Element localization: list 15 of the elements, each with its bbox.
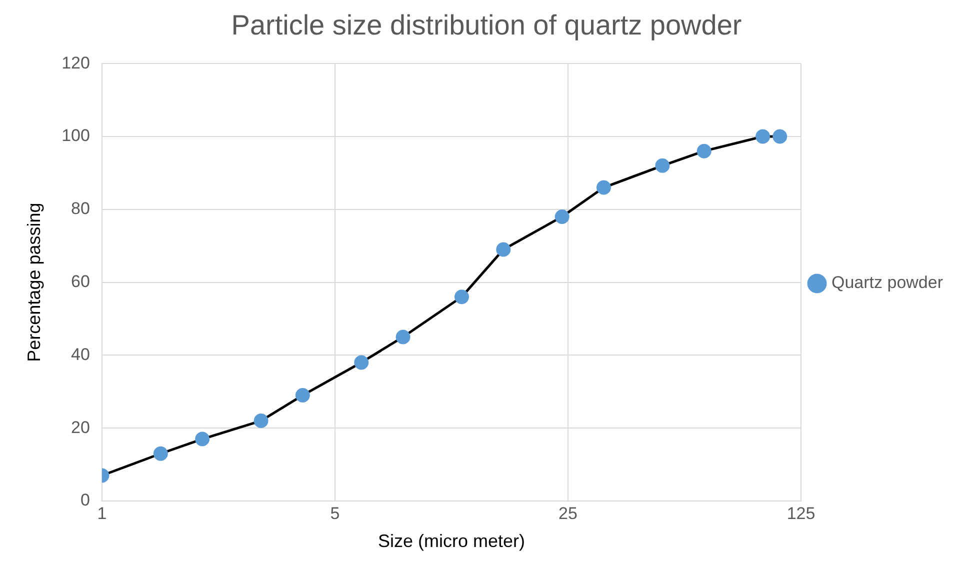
legend-label: Quartz powder [832, 273, 944, 292]
y-tick-label: 100 [62, 126, 90, 146]
y-tick-label: 20 [71, 418, 90, 437]
y-tick-label: 40 [71, 344, 90, 364]
y-tick-label: 80 [71, 199, 90, 218]
y-tick-label: 120 [62, 53, 90, 72]
x-axis-title: Size (micro meter) [378, 531, 525, 552]
x-tick-label: 1 [97, 504, 107, 523]
x-tick-label: 25 [558, 504, 578, 523]
y-axis-title: Percentage passing [24, 202, 44, 362]
y-tick-label: 60 [71, 272, 90, 291]
x-tick-label: 125 [786, 504, 816, 523]
x-tick-label: 5 [330, 504, 340, 523]
chart-title: Particle size distribution of quartz powder [231, 10, 742, 41]
y-tick-label: 0 [80, 490, 90, 510]
